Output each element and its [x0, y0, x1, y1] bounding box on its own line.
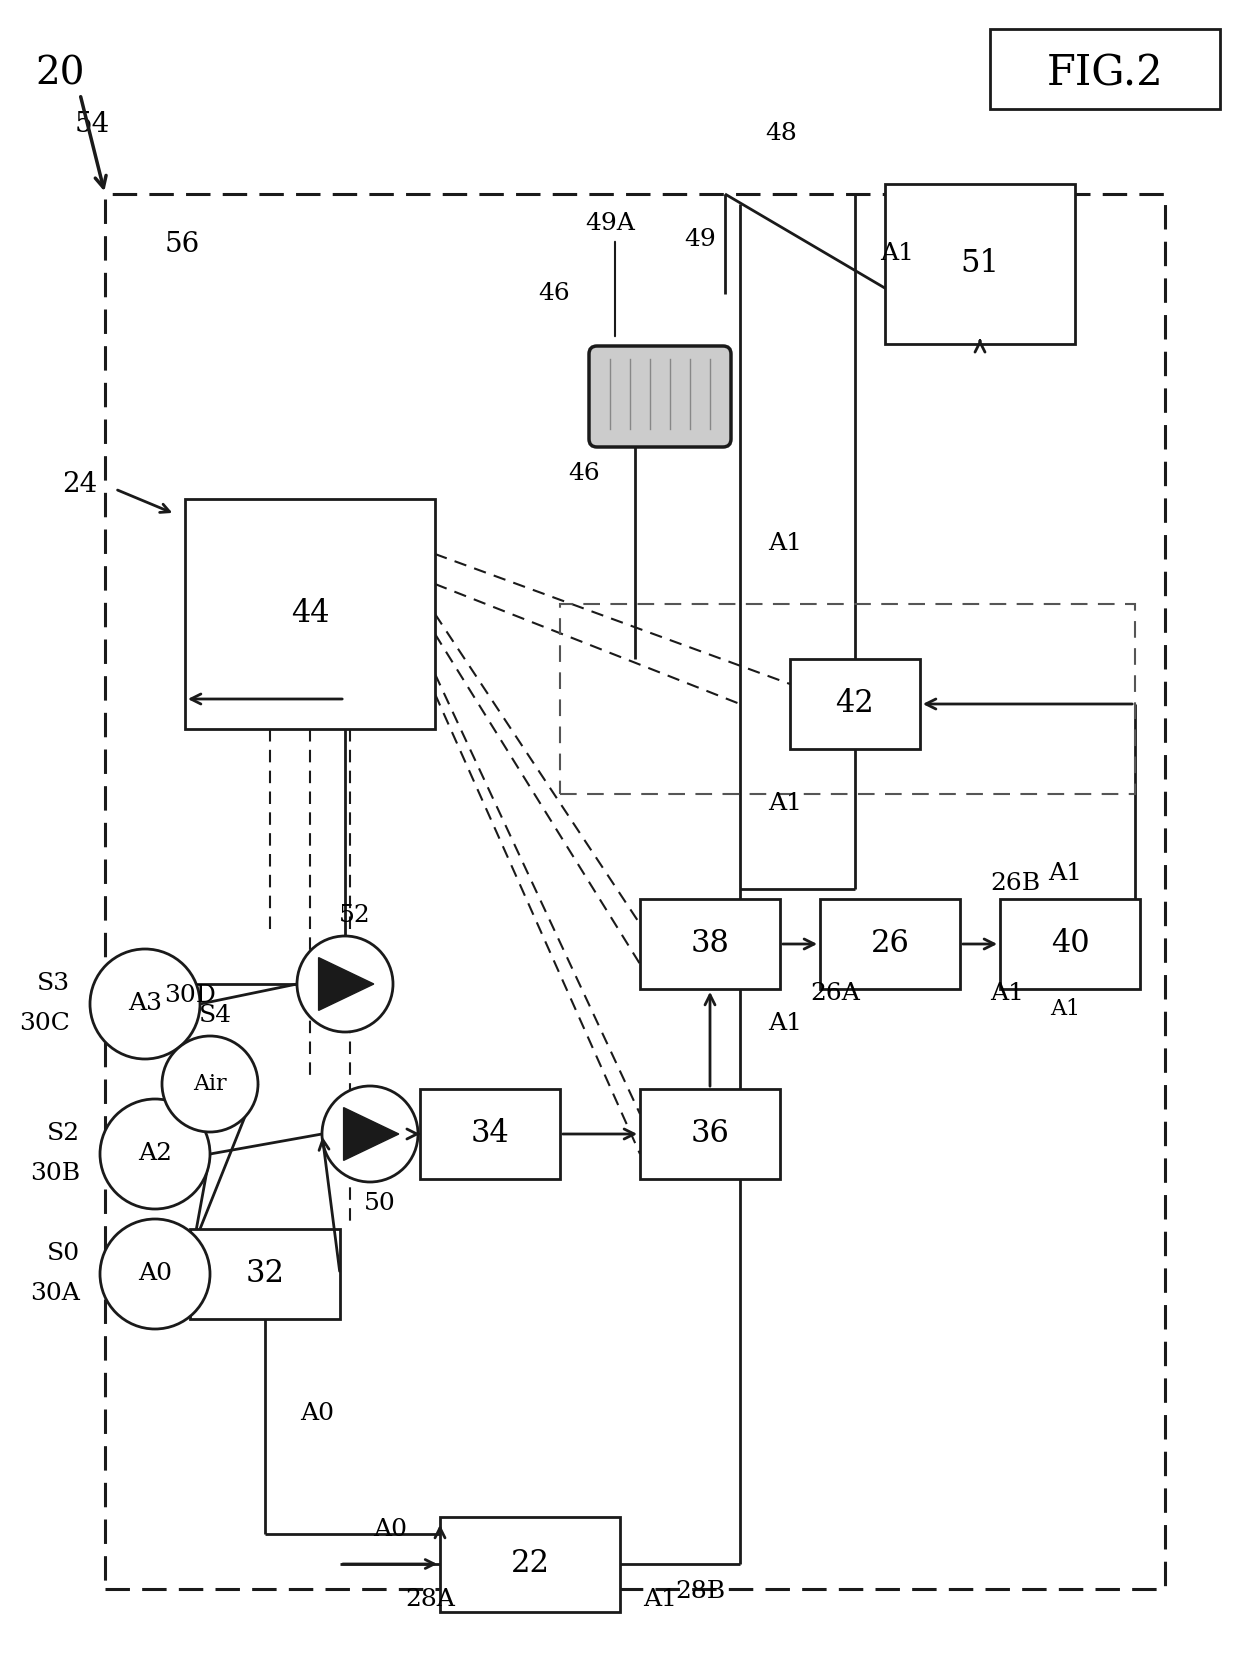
Circle shape: [100, 1220, 210, 1330]
Text: 30A: 30A: [30, 1283, 81, 1306]
Text: 46: 46: [568, 463, 600, 486]
Text: 30D: 30D: [164, 985, 216, 1007]
Text: 42: 42: [836, 689, 874, 719]
Text: 28A: 28A: [405, 1587, 455, 1611]
Text: FIG.2: FIG.2: [1047, 53, 1163, 95]
Text: 34: 34: [471, 1118, 510, 1150]
Text: Air: Air: [193, 1073, 227, 1095]
Text: A1: A1: [1048, 862, 1083, 885]
Text: 49: 49: [684, 228, 715, 251]
Text: 38: 38: [691, 929, 729, 960]
Text: A1: A1: [1050, 998, 1080, 1020]
Text: 49A: 49A: [585, 213, 635, 236]
Bar: [190, 1230, 340, 1320]
Bar: [420, 1088, 560, 1180]
Bar: [185, 499, 435, 729]
Text: S4: S4: [198, 1005, 232, 1027]
Bar: [640, 1088, 780, 1180]
Bar: [790, 659, 920, 749]
Bar: [640, 899, 780, 988]
Text: S0: S0: [47, 1243, 81, 1266]
Text: 44: 44: [290, 599, 330, 629]
Text: 26A: 26A: [810, 982, 859, 1005]
Bar: [820, 899, 960, 988]
Text: 50: 50: [365, 1193, 396, 1215]
Text: A0: A0: [373, 1518, 407, 1541]
Text: A0: A0: [138, 1263, 172, 1286]
Text: A1: A1: [768, 792, 802, 815]
Text: S3: S3: [37, 972, 69, 995]
Text: A0: A0: [300, 1403, 334, 1426]
Text: A1: A1: [880, 243, 914, 266]
Bar: [105, 195, 1166, 1589]
Polygon shape: [319, 957, 373, 1010]
Text: A3: A3: [128, 992, 162, 1015]
Polygon shape: [343, 1108, 399, 1160]
Circle shape: [91, 948, 200, 1058]
Circle shape: [100, 1098, 210, 1210]
Text: 54: 54: [74, 110, 110, 138]
Circle shape: [162, 1037, 258, 1132]
FancyBboxPatch shape: [589, 346, 732, 448]
Text: 28B: 28B: [675, 1581, 725, 1604]
Text: 40: 40: [1050, 929, 1089, 960]
Text: 56: 56: [165, 231, 200, 258]
Text: 52: 52: [339, 905, 371, 927]
Text: S2: S2: [47, 1123, 81, 1145]
Text: 30B: 30B: [30, 1163, 81, 1185]
Text: 51: 51: [961, 248, 999, 280]
Bar: [560, 604, 1135, 794]
Text: 46: 46: [538, 283, 570, 306]
Text: 20: 20: [35, 55, 84, 93]
Text: A2: A2: [138, 1143, 172, 1165]
Bar: [440, 1516, 620, 1611]
Text: 36: 36: [691, 1118, 729, 1150]
Text: 24: 24: [62, 471, 98, 498]
Text: 22: 22: [511, 1549, 549, 1579]
Bar: [990, 28, 1220, 110]
Bar: [885, 185, 1075, 344]
Text: A1: A1: [644, 1587, 677, 1611]
Text: A1: A1: [990, 982, 1024, 1005]
Text: 30C: 30C: [19, 1012, 69, 1035]
Circle shape: [298, 935, 393, 1032]
Bar: [999, 899, 1140, 988]
Text: A1: A1: [768, 1012, 802, 1035]
Text: 32: 32: [246, 1258, 284, 1290]
Text: 26: 26: [870, 929, 909, 960]
Text: 48: 48: [765, 123, 797, 145]
Text: 26B: 26B: [990, 872, 1040, 895]
Circle shape: [322, 1087, 418, 1181]
Text: A1: A1: [768, 532, 802, 556]
